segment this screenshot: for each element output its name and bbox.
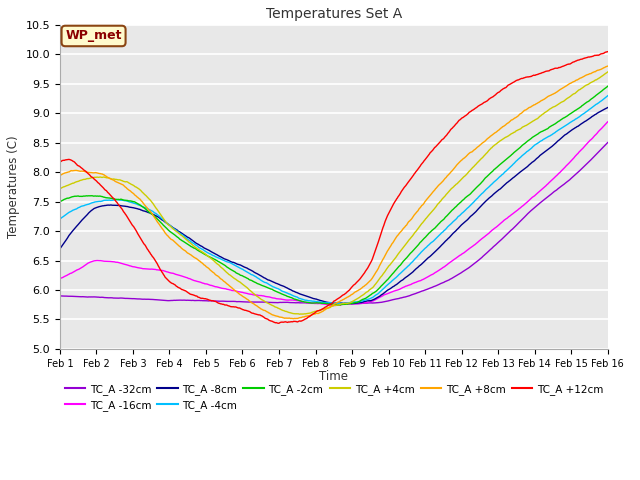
TC_A -4cm xyxy=(401,266,409,272)
TC_A -2cm xyxy=(401,257,409,263)
Line: TC_A -2cm: TC_A -2cm xyxy=(60,86,608,305)
Line: TC_A -32cm: TC_A -32cm xyxy=(60,143,608,304)
TC_A -32cm xyxy=(178,297,186,303)
TC_A -4cm xyxy=(604,93,612,99)
TC_A -32cm xyxy=(56,293,64,299)
TC_A -2cm xyxy=(417,239,425,245)
Text: WP_met: WP_met xyxy=(65,29,122,42)
TC_A +4cm xyxy=(178,233,186,239)
TC_A -4cm xyxy=(66,209,74,215)
TC_A +12cm xyxy=(207,298,214,303)
TC_A +8cm xyxy=(207,267,214,273)
TC_A -2cm xyxy=(335,302,343,308)
TC_A +4cm xyxy=(207,255,214,261)
TC_A -16cm xyxy=(122,262,130,268)
TC_A -16cm xyxy=(178,273,186,279)
TC_A +8cm xyxy=(66,168,74,174)
TC_A -32cm xyxy=(604,140,612,145)
TC_A -4cm xyxy=(122,198,130,204)
TC_A -8cm xyxy=(604,105,612,110)
TC_A +4cm xyxy=(66,181,74,187)
TC_A -8cm xyxy=(122,204,130,209)
TC_A -8cm xyxy=(178,230,186,236)
Title: Temperatures Set A: Temperatures Set A xyxy=(266,7,402,21)
TC_A +12cm xyxy=(417,162,425,168)
TC_A -8cm xyxy=(66,232,74,238)
TC_A -8cm xyxy=(348,301,356,307)
Line: TC_A +12cm: TC_A +12cm xyxy=(60,52,608,324)
TC_A +8cm xyxy=(604,63,612,69)
TC_A -4cm xyxy=(207,251,214,257)
TC_A -8cm xyxy=(207,249,214,254)
TC_A +12cm xyxy=(275,321,282,326)
TC_A +8cm xyxy=(417,204,425,209)
Line: TC_A -16cm: TC_A -16cm xyxy=(60,122,608,306)
TC_A +8cm xyxy=(122,185,130,191)
TC_A -8cm xyxy=(56,246,64,252)
TC_A +4cm xyxy=(56,186,64,192)
TC_A -16cm xyxy=(417,277,425,283)
TC_A +4cm xyxy=(122,179,130,185)
TC_A +8cm xyxy=(56,172,64,178)
TC_A -2cm xyxy=(604,84,612,89)
Y-axis label: Temperatures (C): Temperatures (C) xyxy=(7,136,20,238)
Legend: TC_A -32cm, TC_A -16cm, TC_A -8cm, TC_A -4cm, TC_A -2cm, TC_A +4cm, TC_A +8cm, T: TC_A -32cm, TC_A -16cm, TC_A -8cm, TC_A … xyxy=(60,380,607,415)
TC_A -16cm xyxy=(401,284,409,289)
TC_A -32cm xyxy=(207,298,214,304)
TC_A -32cm xyxy=(401,294,409,300)
TC_A -2cm xyxy=(207,255,214,261)
TC_A -16cm xyxy=(604,119,612,125)
TC_A +4cm xyxy=(401,242,409,248)
TC_A -8cm xyxy=(417,262,425,267)
Line: TC_A +4cm: TC_A +4cm xyxy=(60,72,608,314)
TC_A -2cm xyxy=(66,195,74,201)
X-axis label: Time: Time xyxy=(319,370,348,383)
TC_A +8cm xyxy=(178,246,186,252)
TC_A +12cm xyxy=(178,287,186,292)
TC_A +8cm xyxy=(290,316,298,322)
TC_A -32cm xyxy=(344,301,352,307)
TC_A +12cm xyxy=(122,212,130,218)
TC_A +12cm xyxy=(604,49,612,55)
Line: TC_A -4cm: TC_A -4cm xyxy=(60,96,608,303)
TC_A -16cm xyxy=(207,282,214,288)
TC_A +4cm xyxy=(296,312,304,317)
TC_A -16cm xyxy=(330,303,337,309)
TC_A -32cm xyxy=(122,296,130,301)
TC_A -4cm xyxy=(342,300,349,306)
TC_A +8cm xyxy=(401,224,409,229)
TC_A -32cm xyxy=(66,293,74,299)
TC_A -8cm xyxy=(401,275,409,281)
TC_A +4cm xyxy=(417,221,425,227)
TC_A -16cm xyxy=(66,271,74,276)
Line: TC_A -8cm: TC_A -8cm xyxy=(60,108,608,304)
TC_A -4cm xyxy=(56,216,64,222)
TC_A -4cm xyxy=(417,250,425,255)
TC_A +12cm xyxy=(66,156,74,162)
TC_A -32cm xyxy=(417,288,425,294)
TC_A -4cm xyxy=(178,232,186,238)
TC_A +12cm xyxy=(56,159,64,165)
TC_A -2cm xyxy=(122,197,130,203)
TC_A +12cm xyxy=(401,183,409,189)
TC_A +4cm xyxy=(604,69,612,75)
Line: TC_A +8cm: TC_A +8cm xyxy=(60,66,608,319)
TC_A -2cm xyxy=(178,238,186,243)
TC_A -2cm xyxy=(56,199,64,204)
TC_A -16cm xyxy=(56,276,64,281)
